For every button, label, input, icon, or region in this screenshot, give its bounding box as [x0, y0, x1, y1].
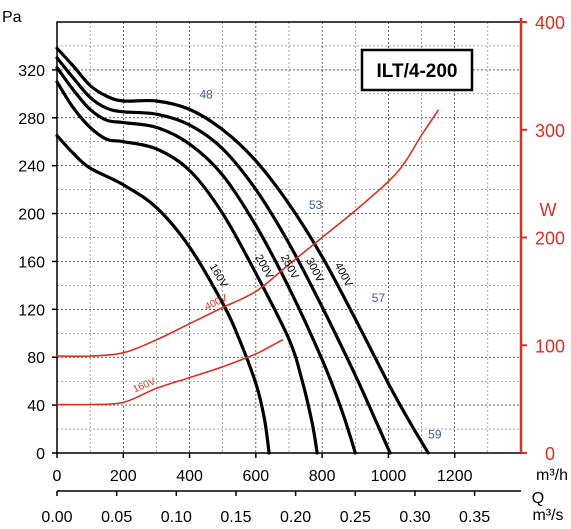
y-pressure-tick-label: 160	[18, 254, 45, 271]
x-flow-s-tick-label: 0.30	[399, 509, 430, 526]
y-pressure-tick-label: 240	[18, 159, 45, 176]
power-curve-400V	[56, 109, 439, 358]
x-flow-h-tick-label: 600	[243, 468, 270, 485]
x-flow-s-tick-label: 0.20	[280, 509, 311, 526]
chart-title-frame	[360, 48, 474, 92]
efficiency-label: 57	[372, 291, 386, 305]
y-pressure-tick-label: 40	[27, 398, 45, 415]
x-flow-h-tick-label: 0	[53, 468, 62, 485]
chart-title-box: ILT/4-200	[360, 48, 474, 92]
x-flow-h-tick-label: 200	[110, 468, 137, 485]
y-pressure-tick-label: 0	[36, 446, 45, 463]
pressure-curve-200V	[55, 80, 319, 455]
power-curve-160V	[56, 339, 284, 406]
y-power-tick-label: 100	[535, 336, 565, 356]
x-flow-h-tick-label: 1000	[371, 468, 407, 485]
y-power-tick-label: 0	[545, 444, 555, 464]
chart-title: ILT/4-200	[377, 61, 458, 82]
x-flow-h-tick-label: 1200	[437, 468, 473, 485]
y-pressure-axis-label: Pa	[2, 9, 22, 26]
x-flow-h-axis-label: m³/h	[536, 467, 568, 484]
x-flow-s-tick-label: 0.15	[220, 509, 251, 526]
axes: 0 40 80 120 160 200 240 280 320 Pa 0 100 200 300 400 W 0…	[2, 9, 568, 526]
x-flow-s-tick-label: 0.05	[101, 509, 132, 526]
y-pressure-tick-label: 320	[18, 63, 45, 80]
pressure-curve-300V	[55, 56, 392, 455]
efficiency-label: 53	[309, 198, 323, 212]
x-flow-h-tick-label: 800	[309, 468, 336, 485]
efficiency-label: 48	[199, 88, 213, 102]
y-power-tick-label: 300	[535, 121, 565, 141]
y-pressure-tick-label: 280	[18, 111, 45, 128]
power-curve-label: 160V	[131, 376, 157, 395]
pressure-curve-400V	[55, 46, 430, 455]
pressure-curve-250V	[55, 65, 357, 455]
x-flow-s-quantity-label: Q	[532, 490, 544, 507]
pressure-curve-label: 160V	[207, 262, 231, 291]
curves	[55, 46, 439, 455]
y-power-tick-label: 200	[535, 229, 565, 249]
y-power-axis-label: W	[540, 200, 557, 220]
y-pressure-tick-label: 120	[18, 302, 45, 319]
pressure-curve-160V	[55, 134, 271, 455]
x-flow-s-tick-label: 0.10	[161, 509, 192, 526]
y-pressure-tick-label: 200	[18, 207, 45, 224]
y-power-tick-label: 400	[535, 13, 565, 33]
x-flow-s-tick-label: 0.25	[340, 509, 371, 526]
x-flow-s-tick-label: 0.00	[41, 509, 72, 526]
x-flow-s-axis-label: m³/s	[532, 507, 563, 524]
x-flow-s-tick-label: 0.35	[459, 509, 490, 526]
efficiency-label: 59	[428, 428, 442, 442]
x-flow-h-tick-label: 400	[176, 468, 203, 485]
pressure-curve-label: 400V	[332, 261, 355, 290]
y-pressure-tick-label: 80	[27, 350, 45, 367]
